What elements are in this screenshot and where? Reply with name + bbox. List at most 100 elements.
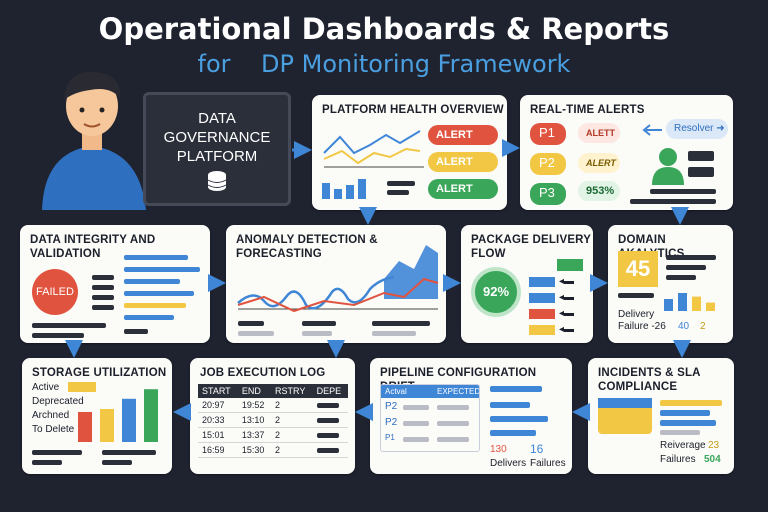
- chart-bar: [706, 302, 715, 311]
- platform-line2: GOVERNANCE: [163, 129, 271, 146]
- analyst-illustration: [42, 71, 146, 210]
- package-delivery-card[interactable]: PACKAGE DELIVERY FLOW 92% ◂▬ ◂▬ ◂▬ ◂▬: [461, 225, 593, 343]
- chart-bar: [78, 412, 92, 442]
- cell: 20:33: [198, 412, 238, 428]
- table-row[interactable]: 20:97 19:52 2: [198, 398, 348, 413]
- cell: 2: [270, 442, 313, 458]
- text-line: [437, 437, 469, 442]
- col-start: START: [198, 384, 238, 398]
- validation-bar: [124, 303, 186, 308]
- alert-label: ALERT: [436, 183, 473, 195]
- chart-bar: [692, 296, 701, 311]
- sla-bar: [660, 420, 716, 426]
- flow-node: [529, 309, 555, 319]
- realtime-alerts-card[interactable]: REAL-TIME ALERTS P1 P2 P3 ALETT ALERT 95…: [520, 95, 733, 210]
- job-log-table: START END RSTRY DEPE 20:97 19:52 2 20:33 13…: [198, 384, 348, 458]
- job-log-title: JOB EXECUTION LOG: [200, 367, 326, 379]
- subtitle-prefix: for: [197, 50, 231, 78]
- page-title: Operational Dashboards & Reports: [98, 12, 670, 46]
- cell: [312, 427, 348, 443]
- drift-bar: [490, 386, 542, 392]
- storage-utilization-card[interactable]: STORAGE UTILIZATION Active Deprecated Ar…: [22, 358, 172, 474]
- alert-badge-yellow[interactable]: ALERT: [428, 152, 498, 172]
- storage-bar-chart: [78, 389, 158, 442]
- alert-badge-red[interactable]: ALERT: [428, 125, 498, 145]
- page-subtitle: for DP Monitoring Framework: [0, 50, 768, 78]
- realtime-alerts-title: REAL-TIME ALERTS: [530, 104, 645, 116]
- alert-badge-green[interactable]: ALERT: [428, 179, 498, 199]
- health-line-chart: [323, 130, 424, 168]
- domain-analytics-card[interactable]: DOMAIN AKALYTICS 45 Delivery Failure -26…: [608, 225, 733, 343]
- drift-col-expected: EXPECTED: [437, 387, 480, 396]
- validation-bar: [124, 267, 200, 272]
- cell: 2: [270, 398, 313, 413]
- text-line: [238, 331, 274, 336]
- text-line: [387, 181, 415, 186]
- text-line: [92, 285, 114, 290]
- delivery-percent-badge: 92%: [471, 267, 521, 317]
- col-retry: RSTRY: [270, 384, 313, 398]
- text-line: [102, 450, 156, 455]
- table-row[interactable]: 15:01 13:37 2: [198, 427, 348, 443]
- text-line: [666, 275, 696, 280]
- folder-icon: [598, 398, 652, 434]
- text-line: [302, 331, 332, 336]
- sla-bar: [660, 430, 700, 435]
- anomaly-title-2: FORECASTING: [236, 248, 322, 260]
- drift-value-2: 16: [530, 442, 544, 456]
- incidents-title-2: COMPLIANCE: [598, 381, 678, 393]
- platform-line1: DATA: [198, 110, 236, 127]
- cell: 2: [270, 412, 313, 428]
- health-bar: [346, 185, 354, 199]
- text-line: [32, 450, 82, 455]
- drift-row: P2: [385, 417, 398, 428]
- text-line: [618, 293, 654, 298]
- status-chip: [688, 151, 714, 161]
- alert-bubble-2: ALERT: [578, 153, 620, 173]
- validation-bar: [124, 279, 180, 284]
- data-integrity-card[interactable]: DATA INTEGRITY AND VALIDATION FAILED: [20, 225, 210, 343]
- validation-bar: [124, 291, 194, 296]
- platform-line3: PLATFORM: [176, 148, 258, 165]
- drift-bar: [490, 430, 536, 436]
- resolver-badge[interactable]: Resolver ➜: [666, 119, 728, 139]
- incidents-sla-card[interactable]: INCIDENTS & SLA COMPLIANCE Reiverage 23 …: [588, 358, 734, 474]
- incidents-title-1: INCIDENTS & SLA: [598, 367, 701, 379]
- data-integrity-title-2: VALIDATION: [30, 248, 101, 260]
- chart-bar: [144, 389, 158, 442]
- priority-p1[interactable]: P1: [530, 123, 566, 145]
- domain-label-1: Delivery: [618, 309, 655, 320]
- flow-node: [557, 259, 583, 271]
- flow-node: [529, 277, 555, 287]
- health-bar: [358, 179, 366, 199]
- text-line: [403, 405, 429, 410]
- text-line: [92, 275, 114, 280]
- job-execution-log-card[interactable]: JOB EXECUTION LOG START END RSTRY DEPE 2…: [190, 358, 355, 474]
- table-row[interactable]: 16:59 15:30 2: [198, 442, 348, 458]
- text-line: [102, 460, 132, 465]
- text-line: [32, 333, 84, 338]
- drift-header: Actval EXPECTED: [381, 385, 479, 398]
- pipeline-drift-card[interactable]: PIPELINE CONFIGURATION DRIFT Actval EXPE…: [370, 358, 572, 474]
- priority-p3[interactable]: P3: [530, 183, 566, 205]
- text-line: [92, 295, 114, 300]
- table-row[interactable]: 20:33 13:10 2: [198, 412, 348, 428]
- drift-row: P2: [385, 401, 398, 412]
- anomaly-title-1: ANOMALY DETECTION &: [236, 234, 378, 246]
- drift-label-1: Delivers: [490, 458, 527, 469]
- drift-table: Actval EXPECTED P2 P2 P1: [380, 384, 480, 452]
- health-bars: [322, 177, 382, 199]
- storage-legend-deprecated: Deprecated: [32, 396, 84, 407]
- platform-health-card[interactable]: PLATFORM HEALTH OVERVIEW ALERT ALERT ALE…: [312, 95, 507, 210]
- storage-title: STORAGE UTILIZATION: [32, 367, 167, 379]
- cell: 15:30: [237, 442, 271, 458]
- cell: 16:59: [198, 442, 238, 458]
- anomaly-detection-card[interactable]: ANOMALY DETECTION & FORECASTING: [226, 225, 446, 343]
- flow-node: [529, 293, 555, 303]
- text-line: [124, 329, 148, 334]
- failed-status-badge: FAILED: [32, 269, 78, 315]
- cell: 15:01: [198, 427, 238, 443]
- incidents-value-1: 23: [708, 440, 720, 451]
- incidents-value-2: 504: [704, 454, 721, 465]
- priority-p2[interactable]: P2: [530, 153, 566, 175]
